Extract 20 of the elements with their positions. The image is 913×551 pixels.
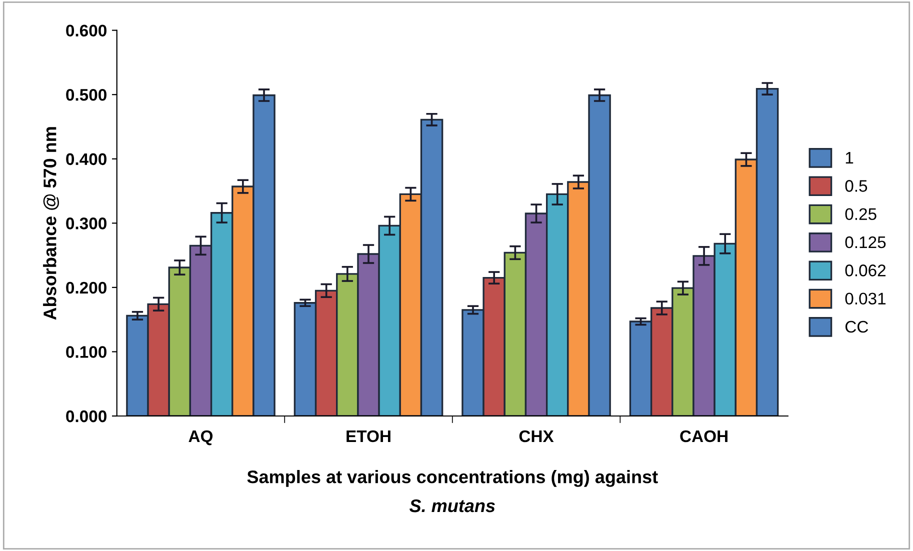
- x-tick-label: AQ: [188, 430, 213, 446]
- x-tick-label: ETOH: [346, 430, 390, 442]
- y-tick-label: 0.000: [66, 410, 106, 422]
- y-axis-title: Absorbance @ 570 nm: [43, 127, 59, 320]
- y-tick-label: 0.500: [66, 88, 106, 101]
- x-tick-label: CHX: [519, 430, 554, 442]
- legend-label: 1: [846, 152, 854, 164]
- y-tick-label: 0.400: [66, 153, 106, 166]
- legend-label: 0.031: [845, 292, 886, 305]
- y-tick-label: 0.200: [66, 282, 106, 294]
- legend-label: 0.062: [845, 264, 886, 276]
- legend-label: 0.5: [845, 180, 868, 192]
- y-tick-label: 0.100: [66, 346, 106, 358]
- x-axis-title: Samples at various concentrations (mg) against S. mutans: [247, 470, 658, 512]
- legend-label: 0.125: [845, 236, 886, 248]
- y-tick-label: 0.300: [66, 218, 106, 230]
- y-tick-label: 0.600: [66, 24, 106, 37]
- x-tick-label: CAOH: [680, 430, 728, 442]
- legend-label: CC: [845, 320, 868, 333]
- legend-label: 0.25: [845, 208, 876, 220]
